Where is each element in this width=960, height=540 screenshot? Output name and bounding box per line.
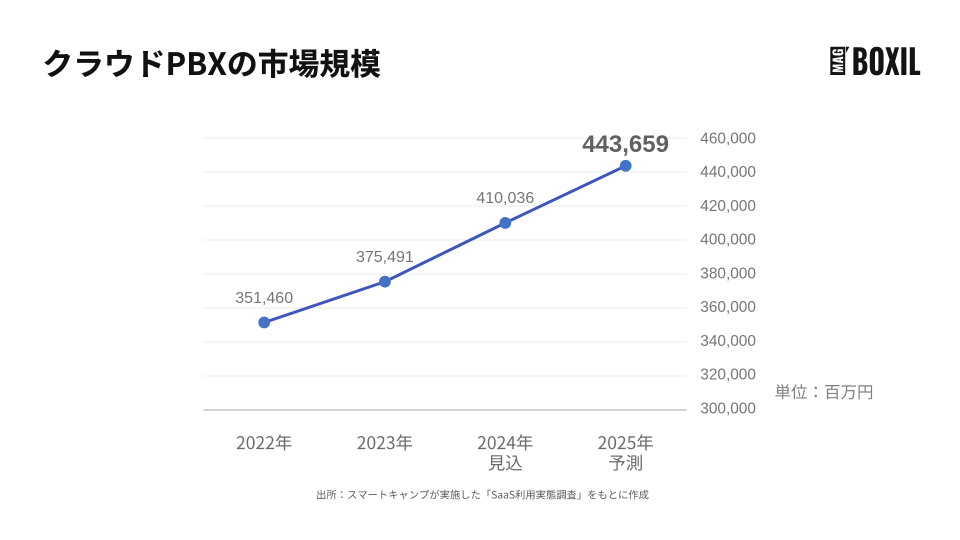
svg-text:375,491: 375,491 — [356, 249, 414, 266]
svg-text:443,659: 443,659 — [582, 131, 669, 158]
svg-text:400,000: 400,000 — [700, 232, 756, 249]
svg-text:351,460: 351,460 — [235, 290, 293, 307]
svg-text:380,000: 380,000 — [700, 265, 756, 282]
svg-text:320,000: 320,000 — [700, 367, 756, 384]
svg-text:300,000: 300,000 — [700, 400, 756, 417]
svg-text:460,000: 460,000 — [700, 130, 756, 147]
svg-text:360,000: 360,000 — [700, 299, 756, 316]
svg-text:340,000: 340,000 — [700, 333, 756, 350]
svg-text:420,000: 420,000 — [700, 198, 756, 215]
svg-text:410,036: 410,036 — [476, 190, 534, 207]
svg-text:440,000: 440,000 — [700, 164, 756, 181]
